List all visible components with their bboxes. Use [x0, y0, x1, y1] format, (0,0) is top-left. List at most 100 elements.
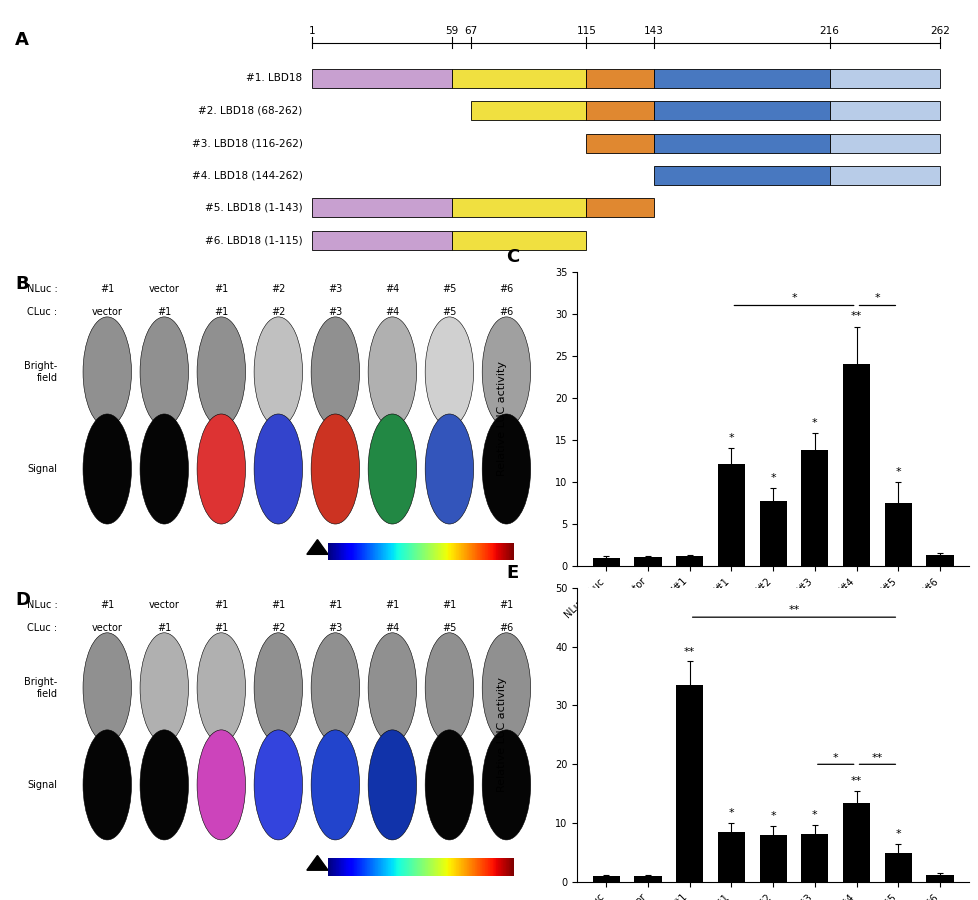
Text: #6: #6	[499, 284, 513, 293]
Text: #2: #2	[271, 284, 286, 293]
Text: CLuc :: CLuc :	[27, 623, 58, 633]
FancyBboxPatch shape	[653, 133, 828, 153]
Text: A: A	[15, 32, 28, 50]
Text: E: E	[506, 564, 518, 582]
Ellipse shape	[368, 414, 417, 524]
Ellipse shape	[254, 633, 302, 742]
Text: vector: vector	[149, 284, 180, 293]
Polygon shape	[306, 540, 328, 554]
FancyBboxPatch shape	[828, 133, 940, 153]
Text: 67: 67	[464, 26, 477, 36]
Polygon shape	[306, 856, 328, 870]
Y-axis label: Relative LUC activity: Relative LUC activity	[496, 362, 506, 476]
Bar	[842, 364, 869, 566]
Bar	[676, 685, 702, 882]
Bar	[925, 875, 953, 882]
Text: *: *	[895, 829, 900, 839]
Text: *: *	[811, 810, 817, 820]
Ellipse shape	[83, 414, 131, 524]
Text: #6. LBD18 (1-115): #6. LBD18 (1-115)	[204, 235, 302, 245]
Text: #1: #1	[157, 623, 171, 633]
Ellipse shape	[311, 317, 359, 427]
Text: vector: vector	[149, 599, 180, 609]
Text: #1: #1	[157, 307, 171, 317]
Text: 216: 216	[819, 26, 839, 36]
Text: #2: #2	[271, 623, 286, 633]
Bar	[925, 555, 953, 566]
Text: #1: #1	[214, 599, 228, 609]
Ellipse shape	[254, 730, 302, 840]
Text: C: C	[506, 248, 519, 266]
Text: #1: #1	[328, 599, 342, 609]
Bar	[676, 556, 702, 566]
Text: *: *	[770, 472, 776, 483]
Ellipse shape	[424, 414, 473, 524]
Text: vector: vector	[92, 623, 122, 633]
Ellipse shape	[140, 633, 189, 742]
FancyBboxPatch shape	[653, 101, 828, 121]
Text: Bright-
field: Bright- field	[24, 677, 58, 698]
Text: #2. LBD18 (68-262): #2. LBD18 (68-262)	[198, 105, 302, 116]
Text: #1: #1	[100, 599, 114, 609]
Ellipse shape	[482, 317, 530, 427]
FancyBboxPatch shape	[312, 198, 451, 217]
FancyBboxPatch shape	[451, 69, 586, 88]
Ellipse shape	[197, 730, 245, 840]
Ellipse shape	[140, 414, 189, 524]
Text: *: *	[728, 434, 734, 444]
FancyBboxPatch shape	[828, 166, 940, 184]
FancyBboxPatch shape	[586, 133, 653, 153]
Text: *: *	[873, 293, 879, 303]
Text: 262: 262	[929, 26, 950, 36]
Ellipse shape	[140, 730, 189, 840]
Text: #2: #2	[271, 307, 286, 317]
FancyBboxPatch shape	[312, 69, 451, 88]
FancyBboxPatch shape	[653, 166, 828, 184]
Text: CLuc :: CLuc :	[27, 307, 58, 317]
Text: **: **	[684, 646, 694, 657]
Text: NLuc :: NLuc :	[26, 284, 58, 293]
Ellipse shape	[368, 317, 417, 427]
Bar	[759, 500, 786, 566]
Bar	[634, 557, 661, 566]
Ellipse shape	[197, 317, 245, 427]
Text: #3. LBD18 (116-262): #3. LBD18 (116-262)	[192, 138, 302, 148]
Bar	[842, 803, 869, 882]
Text: NLuc :: NLuc :	[26, 599, 58, 609]
Text: #1: #1	[214, 307, 228, 317]
Bar	[717, 464, 744, 566]
Text: *: *	[770, 812, 776, 822]
Bar	[801, 450, 827, 566]
Bar	[884, 852, 911, 882]
Bar	[884, 503, 911, 566]
FancyBboxPatch shape	[451, 230, 586, 249]
Ellipse shape	[140, 317, 189, 427]
FancyBboxPatch shape	[451, 198, 586, 217]
Text: **: **	[850, 776, 862, 786]
FancyBboxPatch shape	[586, 198, 653, 217]
FancyBboxPatch shape	[586, 69, 653, 88]
Text: #1: #1	[499, 599, 513, 609]
Text: #1: #1	[442, 599, 456, 609]
Text: Bright-
field: Bright- field	[24, 361, 58, 382]
Bar	[634, 876, 661, 882]
Bar	[759, 835, 786, 882]
Ellipse shape	[311, 633, 359, 742]
Text: 1: 1	[308, 26, 315, 36]
Text: Signal: Signal	[27, 464, 58, 474]
FancyBboxPatch shape	[312, 230, 451, 249]
Ellipse shape	[311, 730, 359, 840]
Text: #5: #5	[442, 623, 456, 633]
Text: *: *	[811, 418, 817, 428]
FancyBboxPatch shape	[828, 69, 940, 88]
Text: *: *	[895, 467, 900, 477]
FancyBboxPatch shape	[653, 69, 828, 88]
Text: #1: #1	[214, 284, 228, 293]
Ellipse shape	[424, 633, 473, 742]
Text: B: B	[15, 274, 28, 292]
Text: D: D	[15, 590, 30, 608]
Text: #1: #1	[385, 599, 399, 609]
Text: #1: #1	[214, 623, 228, 633]
Text: 143: 143	[644, 26, 663, 36]
Text: #3: #3	[328, 284, 342, 293]
